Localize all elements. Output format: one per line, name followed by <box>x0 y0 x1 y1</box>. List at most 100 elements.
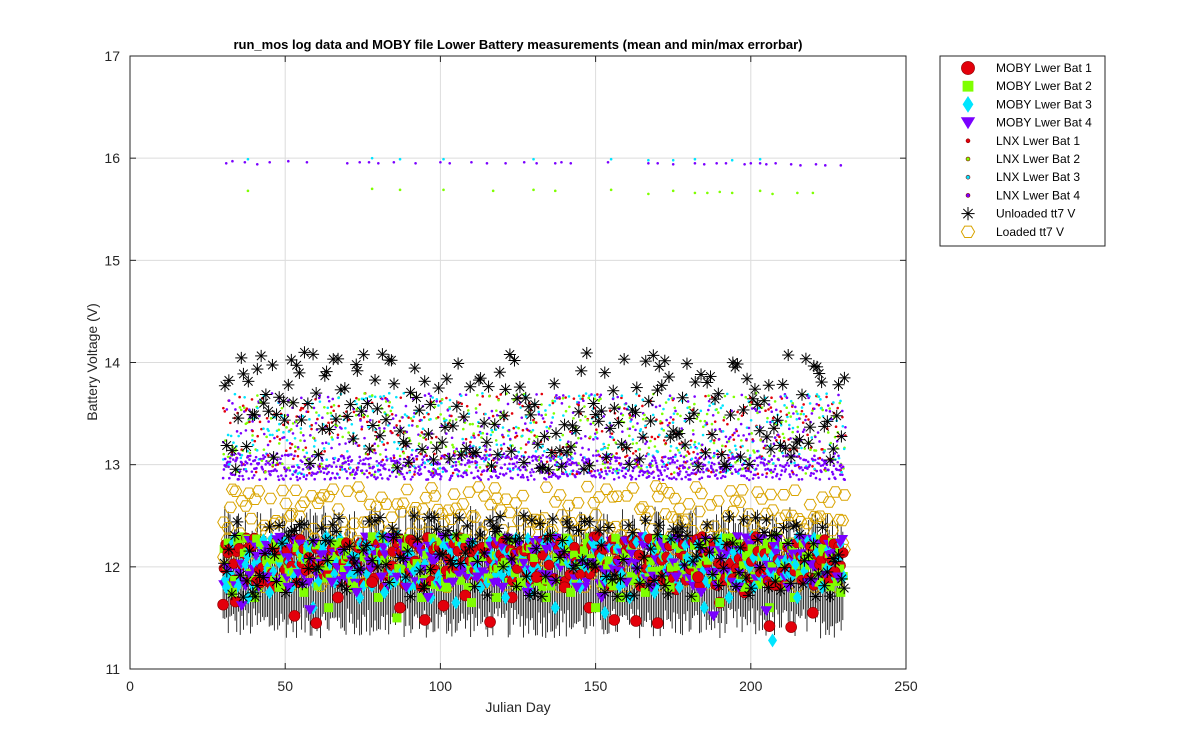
lnx-point <box>728 450 732 454</box>
lnx-point <box>561 433 565 437</box>
lnx-point <box>411 397 415 401</box>
lnx-point <box>229 434 233 438</box>
lnx-point <box>295 475 299 479</box>
lnx-point <box>401 416 404 419</box>
lnx-point <box>835 468 839 472</box>
lnx-point <box>487 416 491 420</box>
lnx-point <box>715 408 718 411</box>
x-tick-label: 150 <box>584 678 608 694</box>
loaded-tt7-point <box>813 510 827 522</box>
unloaded-tt7-point <box>690 550 703 563</box>
lnx-point <box>593 469 597 473</box>
unloaded-tt7-point <box>600 451 613 464</box>
lnx-point <box>403 413 407 416</box>
lnx-point <box>760 457 763 461</box>
loaded-tt7-point <box>412 518 427 530</box>
lnx-point <box>549 425 552 428</box>
lnx-point <box>495 413 499 417</box>
unloaded-tt7-point <box>218 557 231 570</box>
moby-mean-point <box>543 559 555 571</box>
lnx-point <box>681 464 684 467</box>
lnx-point <box>425 454 428 458</box>
lnx-point <box>555 394 558 397</box>
lnx-point <box>368 471 371 475</box>
unloaded-tt7-point <box>408 362 421 375</box>
lnx-point <box>693 395 696 398</box>
lnx-point <box>636 422 639 425</box>
lnx-point <box>385 397 389 401</box>
lnx-point <box>250 470 254 473</box>
unloaded-tt7-point <box>414 564 427 578</box>
lnx-point <box>340 465 344 469</box>
lnx-point <box>292 465 296 468</box>
lnx-point <box>469 440 472 444</box>
lnx-point <box>417 465 420 469</box>
moby-mean-point <box>485 534 494 548</box>
lnx-point <box>756 411 759 415</box>
lnx-point <box>266 461 270 465</box>
lnx-point <box>750 401 753 404</box>
lnx-point <box>679 414 682 418</box>
unloaded-tt7-point <box>366 419 379 432</box>
unloaded-tt7-point <box>232 412 245 425</box>
lnx-point <box>567 440 570 443</box>
lnx-high-point <box>448 161 452 165</box>
unloaded-tt7-point <box>524 408 537 421</box>
moby-mean-point <box>492 577 504 587</box>
lnx-point <box>629 474 632 477</box>
lnx-point <box>784 420 788 423</box>
loaded-tt7-point <box>305 490 319 502</box>
lnx-high-point <box>370 187 374 191</box>
lnx-high-point <box>442 157 445 161</box>
lnx-point <box>776 433 780 437</box>
moby-mean-point <box>836 564 845 573</box>
lnx-point <box>354 413 358 417</box>
lnx-point <box>797 478 801 481</box>
unloaded-tt7-point <box>350 358 363 371</box>
loaded-tt7-point <box>815 491 830 503</box>
lnx-point <box>440 398 444 401</box>
unloaded-tt7-point <box>734 541 747 554</box>
lnx-point <box>595 454 598 457</box>
lnx-point <box>277 442 281 445</box>
moby-point <box>446 577 459 588</box>
lnx-point <box>464 471 468 475</box>
moby-mean-point <box>772 535 784 545</box>
lnx-point <box>668 449 672 453</box>
lnx-point <box>480 436 483 439</box>
unloaded-tt7-point <box>474 372 487 385</box>
lnx-point <box>513 448 516 452</box>
loaded-tt7-point <box>313 492 327 504</box>
lnx-point <box>579 419 582 422</box>
lnx-point <box>276 463 280 466</box>
lnx-point <box>592 438 595 441</box>
moby-mean-point <box>461 571 473 581</box>
unloaded-tt7-point <box>228 529 241 542</box>
lnx-point <box>691 462 694 465</box>
lnx-point <box>243 396 246 399</box>
lnx-point <box>264 477 268 481</box>
lnx-point <box>402 391 406 395</box>
lnx-point <box>324 467 327 471</box>
moby-point <box>630 615 642 627</box>
lnx-point <box>737 434 740 437</box>
lnx-point <box>429 417 432 421</box>
lnx-point <box>512 426 516 430</box>
lnx-point <box>705 412 709 416</box>
lnx-point <box>579 437 583 440</box>
lnx-point <box>802 403 805 406</box>
unloaded-tt7-point <box>665 532 678 545</box>
lnx-point <box>474 407 478 410</box>
moby-mean-point <box>805 553 814 562</box>
moby-mean-point <box>671 540 680 550</box>
lnx-point <box>387 391 391 395</box>
lnx-high-point <box>268 160 271 164</box>
moby-point <box>724 590 734 605</box>
lnx-point <box>461 427 465 431</box>
lnx-point <box>818 456 822 460</box>
lnx-point <box>332 403 336 407</box>
lnx-point <box>602 442 605 446</box>
lnx-point <box>786 415 789 419</box>
lnx-point <box>636 463 639 466</box>
lnx-point <box>666 424 670 427</box>
